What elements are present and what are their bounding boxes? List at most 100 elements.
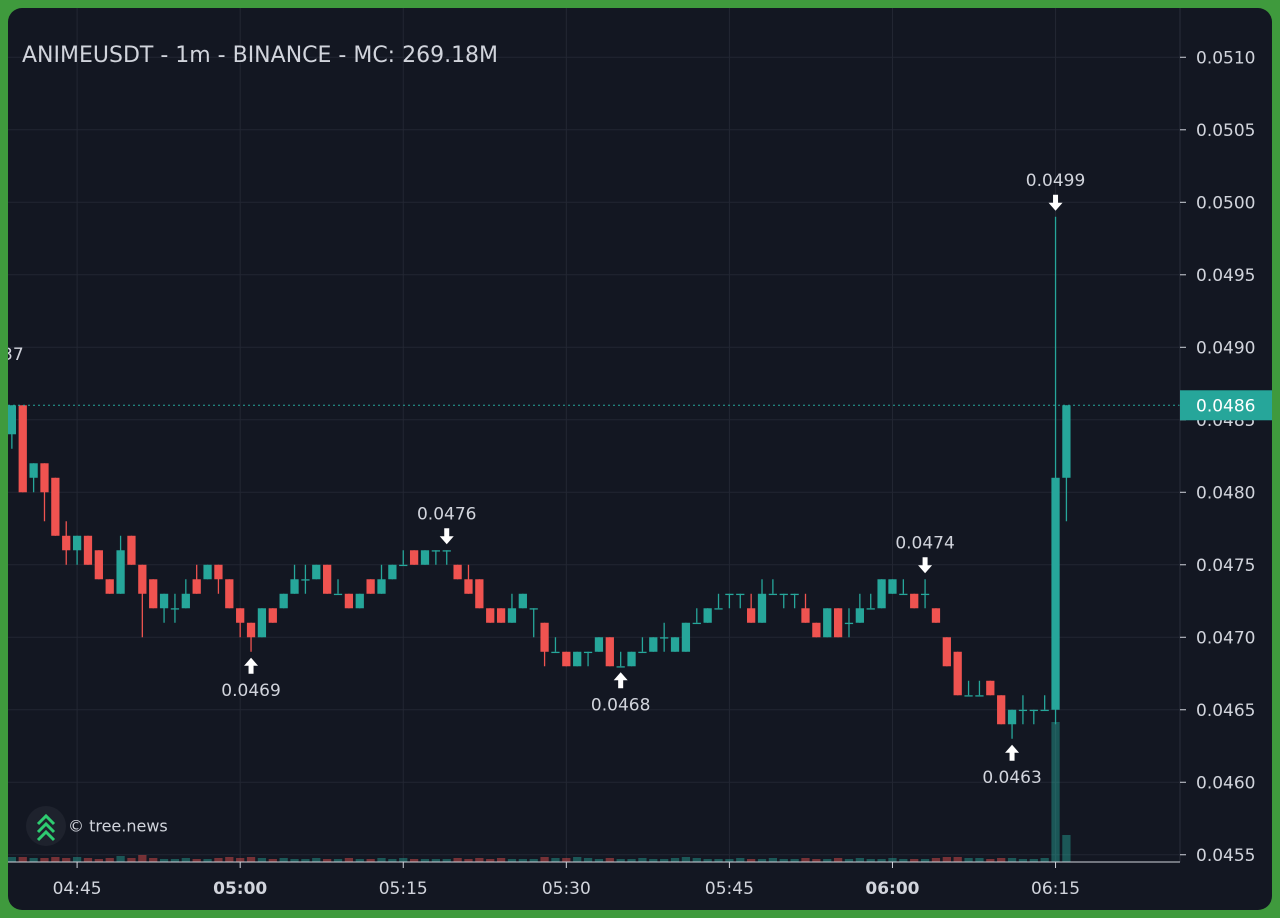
chart: 0.0469 0.0476 0.0468 0.0474 0.0463 0.0499 0.0…: [8, 8, 1272, 899]
y-tick-label: 0.0500: [1196, 193, 1255, 213]
candle-body: [257, 608, 267, 638]
candle-body: [475, 579, 484, 609]
volume-bar: [301, 859, 310, 862]
candle-body: [1051, 477, 1060, 710]
annotation-label: 0.0468: [591, 695, 650, 715]
volume-bar: [649, 859, 658, 862]
volume-bar: [616, 859, 625, 862]
candle-body: [757, 593, 767, 623]
y-tick-label: 0.0495: [1196, 266, 1255, 286]
volume-bar: [681, 857, 691, 862]
y-tick-label: 0.0475: [1196, 556, 1255, 576]
volume-bar: [268, 859, 277, 862]
candle-body: [942, 637, 951, 667]
volume-bar: [823, 859, 832, 862]
volume-bar: [225, 857, 234, 862]
candle-body: [40, 463, 49, 493]
volume-bar: [355, 859, 364, 862]
volume-bar: [138, 855, 147, 862]
candle-body: [877, 579, 886, 609]
volume-bar: [540, 857, 549, 862]
volume-bar: [931, 858, 941, 862]
candle-body: [236, 608, 245, 623]
candle-body: [279, 593, 288, 609]
volume-bar: [105, 858, 114, 862]
annotation-arrow: [918, 557, 933, 574]
annotations: 0.0469 0.0476 0.0468 0.0474 0.0463 0.0499: [221, 171, 1085, 788]
candle-body: [681, 622, 691, 652]
volume-bar: [431, 859, 440, 862]
volume-bar: [83, 858, 93, 862]
volume-bar: [486, 859, 495, 862]
volume-bar: [573, 857, 582, 862]
y-tick-label: 0.0455: [1196, 846, 1255, 866]
volume-bar: [964, 858, 973, 862]
y-tick-label: 0.0505: [1196, 121, 1255, 141]
candle-body: [496, 608, 506, 623]
candle-body: [159, 593, 169, 609]
candle-body: [844, 622, 854, 625]
candle-body: [312, 564, 321, 580]
candle-body: [203, 564, 212, 580]
candle-body: [660, 637, 669, 639]
candle-body: [888, 579, 897, 594]
candle-body: [931, 608, 941, 623]
volume-bar: [725, 859, 734, 862]
candle-body: [823, 608, 832, 638]
annotation-label: 0.0476: [417, 504, 476, 524]
volume-bar: [714, 859, 723, 862]
annotation-arrow: [439, 528, 454, 545]
candle-body: [355, 593, 364, 609]
y-tick-label: 0.0460: [1196, 773, 1255, 793]
volume-bar: [257, 858, 267, 862]
candle-body: [409, 550, 419, 565]
candle-body: [388, 564, 397, 580]
volume-bar: [703, 859, 712, 862]
candle-body: [1018, 709, 1028, 712]
volume-bar: [529, 859, 538, 862]
candle-body: [246, 622, 256, 638]
candle-body: [1062, 405, 1071, 478]
volume-bar: [638, 858, 647, 862]
volume-bar: [399, 858, 408, 862]
candle-body: [62, 535, 71, 551]
candle-body: [453, 564, 462, 580]
candle-body: [105, 579, 114, 594]
volume-bar: [236, 858, 245, 862]
volume-bar: [866, 859, 875, 862]
axes: 0.0455 0.0460 0.0465 0.0470 0.0475 0.0480 0.04…: [53, 48, 1272, 899]
candle-body: [997, 695, 1006, 725]
volume-bar: [507, 859, 517, 862]
candle-body: [833, 608, 843, 638]
volume-bar: [116, 856, 125, 862]
volume-bar: [942, 857, 951, 862]
candle-body: [529, 608, 538, 610]
candle-body: [116, 550, 125, 594]
logo-icon: [36, 813, 56, 842]
candle-body: [953, 651, 962, 696]
annotation-arrow: [1005, 744, 1020, 761]
candle-body: [72, 535, 82, 551]
candle-body: [692, 622, 701, 625]
volume-bar: [627, 859, 636, 862]
y-tick-label: 0.0480: [1196, 483, 1255, 503]
candle-body: [768, 593, 778, 596]
candle-body: [703, 608, 712, 623]
volume-bar: [888, 858, 897, 862]
candle-body: [812, 622, 821, 638]
volume-bar: [453, 858, 462, 862]
candle-body: [486, 608, 495, 623]
volume-bar: [475, 858, 484, 862]
candle-body: [366, 579, 375, 594]
candle-body: [573, 651, 582, 667]
candle-body: [51, 477, 60, 536]
y-tick-label: 0.0465: [1196, 701, 1255, 721]
candle-body: [181, 593, 190, 609]
candle-body: [975, 695, 984, 697]
volume-bar: [62, 858, 71, 862]
volume-bar: [246, 857, 256, 862]
volume-bar: [1062, 835, 1071, 862]
volume-bar: [290, 859, 299, 862]
watermark: © tree.news: [68, 817, 168, 836]
